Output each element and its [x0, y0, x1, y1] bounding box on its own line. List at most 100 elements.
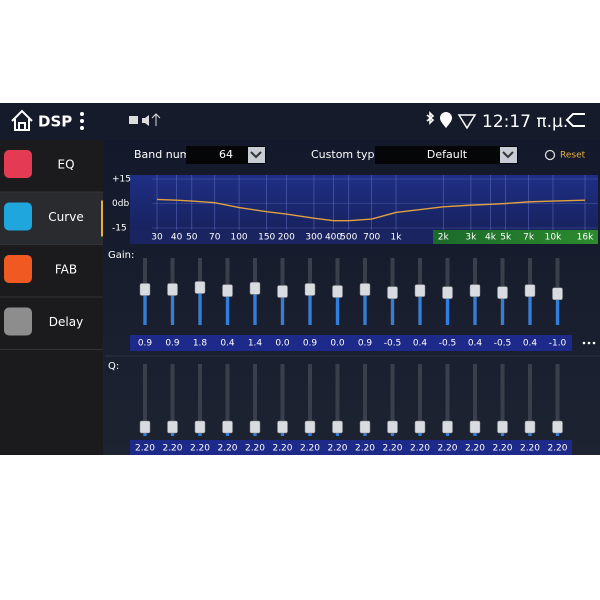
q-knob[interactable]: [359, 420, 371, 434]
q-track[interactable]: [500, 364, 505, 436]
gain-value: 0.4: [468, 339, 483, 349]
dropdown-arrow: [250, 151, 262, 159]
q-knob[interactable]: [167, 420, 178, 434]
gain-knob[interactable]: [442, 286, 453, 299]
home-icon[interactable]: [11, 109, 33, 131]
dropdown-button[interactable]: [248, 147, 265, 163]
q-value: 2.20: [410, 444, 430, 454]
gain-track-fill: [308, 289, 312, 325]
freq-label: 16k: [577, 233, 594, 243]
sidebar-label[interactable]: EQ: [57, 158, 74, 172]
q-knob[interactable]: [332, 420, 343, 434]
gain-track-fill: [336, 291, 339, 325]
q-track[interactable]: [390, 364, 395, 436]
freq-label: 40: [171, 233, 183, 243]
gain-track-fill: [473, 290, 477, 325]
q-knob[interactable]: [414, 420, 426, 434]
gain-knob[interactable]: [524, 284, 536, 297]
gain-knob[interactable]: [139, 283, 151, 296]
gain-knob[interactable]: [249, 282, 261, 295]
gain-knob[interactable]: [387, 286, 398, 299]
gain-knob[interactable]: [497, 286, 508, 299]
q-label: Q:: [108, 361, 119, 372]
gain-value: -0.5: [384, 339, 402, 349]
freq-label: 100: [230, 233, 247, 243]
q-knob[interactable]: [194, 420, 206, 434]
sidebar-items: EQ Curve FAB Delay: [0, 140, 103, 350]
q-track[interactable]: [445, 364, 450, 436]
q-knob[interactable]: [442, 420, 453, 434]
gain-knob[interactable]: [359, 283, 371, 296]
q-knob[interactable]: [552, 420, 563, 434]
gain-value: 0.9: [358, 339, 373, 349]
q-knob[interactable]: [277, 420, 288, 434]
freq-label: 5k: [500, 233, 512, 243]
q-track[interactable]: [253, 364, 257, 436]
gain-knob[interactable]: [469, 284, 481, 297]
q-track[interactable]: [473, 364, 477, 436]
gain-knob[interactable]: [552, 287, 563, 300]
q-track[interactable]: [528, 364, 532, 436]
gain-knob[interactable]: [222, 284, 233, 297]
dropdown-button[interactable]: [500, 147, 517, 163]
q-track[interactable]: [363, 364, 367, 436]
custom-type-select[interactable]: [375, 146, 518, 164]
gain-value-band: [130, 335, 572, 351]
gain-value: 1.8: [193, 339, 208, 349]
gain-track-fill: [501, 292, 504, 325]
q-knob[interactable]: [524, 420, 536, 434]
q-knob[interactable]: [387, 420, 398, 434]
menu-icon[interactable]: [80, 112, 84, 130]
gain-knob[interactable]: [332, 285, 343, 298]
reset-radio[interactable]: [544, 149, 556, 161]
more-icon[interactable]: [582, 341, 596, 345]
freq-label: 300: [305, 233, 322, 243]
q-knob[interactable]: [249, 420, 261, 434]
sidebar-label[interactable]: FAB: [55, 263, 77, 277]
q-track[interactable]: [335, 364, 340, 436]
sidebar-label[interactable]: Delay: [49, 315, 83, 329]
wifi-icon: [457, 114, 477, 130]
q-track[interactable]: [280, 364, 285, 436]
q-track[interactable]: [225, 364, 230, 436]
app-title: DSP: [38, 113, 72, 131]
gain-track-fill: [171, 289, 174, 325]
band-num-select[interactable]: [186, 146, 266, 164]
q-value: 2.20: [382, 444, 402, 454]
gain-knob[interactable]: [194, 281, 206, 294]
gain-track-fill: [253, 288, 257, 325]
gain-knob[interactable]: [414, 284, 426, 297]
q-track[interactable]: [198, 364, 202, 436]
back-icon[interactable]: [565, 113, 585, 127]
q-track[interactable]: [308, 364, 312, 436]
q-knob[interactable]: [497, 420, 508, 434]
freq-label: 3k: [465, 233, 477, 243]
gain-knob[interactable]: [167, 283, 178, 296]
q-track[interactable]: [143, 364, 147, 436]
freq-label: 150: [258, 233, 275, 243]
freq-label: 200: [278, 233, 295, 243]
q-value: 2.20: [300, 444, 320, 454]
sidebar-label[interactable]: Curve: [48, 210, 83, 224]
custom-type-value: Default: [427, 148, 468, 161]
gain-knob[interactable]: [304, 283, 316, 296]
q-knob[interactable]: [139, 420, 151, 434]
reset-button[interactable]: Reset: [560, 151, 586, 161]
gain-value: 0.4: [220, 339, 235, 349]
q-value: 2.20: [437, 444, 457, 454]
q-value: 2.20: [492, 444, 512, 454]
q-track[interactable]: [418, 364, 422, 436]
gain-knob[interactable]: [277, 285, 288, 298]
sidebar-icon: [4, 307, 32, 336]
bluetooth-icon: [426, 111, 435, 125]
q-knob[interactable]: [469, 420, 481, 434]
clock: 12:17 π.μ.: [482, 112, 568, 132]
q-track[interactable]: [555, 364, 560, 436]
q-knob[interactable]: [222, 420, 233, 434]
q-track[interactable]: [170, 364, 175, 436]
gain-value: -0.5: [494, 339, 512, 349]
freq-label: 1k: [391, 233, 403, 243]
q-knob[interactable]: [304, 420, 316, 434]
